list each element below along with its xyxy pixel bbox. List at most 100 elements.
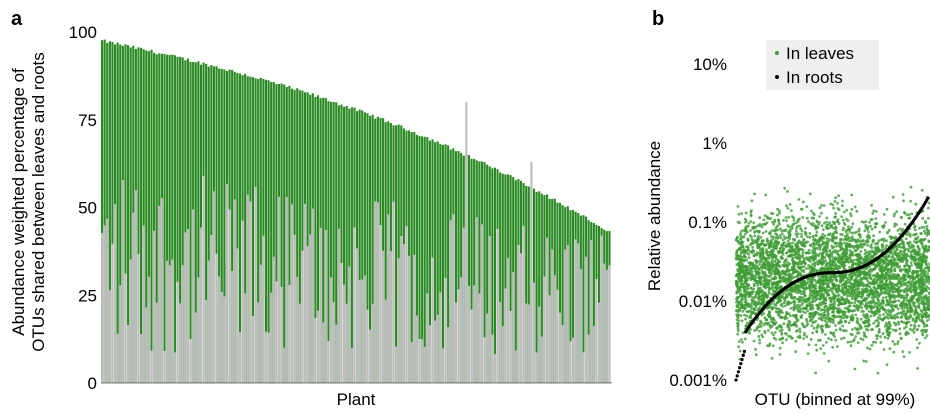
leaves-point [845,237,848,241]
leaves-point [778,211,781,215]
leaves-point [888,268,892,272]
leaves-point [830,289,834,293]
bar-grey [473,285,476,383]
leaves-point [745,321,749,325]
leaves-point [736,304,740,308]
leaves-point [831,345,834,349]
leaves-point [888,277,892,281]
bar-shared [540,193,543,383]
leaves-point [888,347,892,351]
leaves-point [921,331,924,335]
leaves-point [753,301,756,305]
leaves-point [800,232,803,236]
leaves-point [804,227,807,230]
leaves-point [903,211,906,215]
leaves-point [925,319,929,322]
bar-grey [436,314,439,383]
leaves-point [739,314,743,317]
leaves-point [926,275,930,279]
leaves-point [795,315,798,319]
bar-grey [173,352,176,383]
leaves-point [816,262,820,266]
bar-grey [342,284,346,383]
leaves-point [842,253,846,257]
leaves-point [855,209,859,213]
leaves-point [916,297,920,300]
leaves-point [743,286,746,290]
leaves-point [859,326,863,330]
leaves-point [859,296,863,299]
leaves-point [742,228,746,232]
bar-shared [301,90,304,383]
leaves-point [927,287,930,290]
leaves-point [882,213,886,216]
leaves-point [885,315,888,319]
bar-shared [548,198,551,383]
leaves-point [829,299,833,303]
bar-shared [106,43,109,383]
leaves-point [870,269,874,273]
leaves-point [846,294,849,298]
leaves-point [879,264,883,268]
leaves-point [805,257,809,261]
leaves-point [911,274,915,277]
leaves-point [762,298,766,302]
leaves-point [778,260,782,264]
leaves-point [811,251,815,255]
leaves-point [815,329,819,333]
leaves-point [772,322,775,325]
bar-grey [514,350,517,383]
leaves-point [763,285,767,288]
leaves-point [780,276,784,280]
leaves-point [867,235,871,238]
leaves-point [907,213,911,217]
leaves-point [792,269,795,273]
leaves-point [924,259,928,263]
leaves-point [815,348,819,352]
leaves-point [803,311,807,315]
leaves-point [834,212,837,215]
leaves-point [776,224,779,228]
leaves-point [791,272,795,275]
leaves-point [904,256,907,260]
leaves-point [813,299,817,303]
leaves-point [906,248,910,251]
leaves-point [922,282,926,286]
leaves-point [802,265,806,268]
leaves-point [884,263,888,267]
leaves-point [878,230,882,234]
leaves-point [738,349,742,353]
bar-grey [337,228,340,383]
leaves-point [842,238,845,242]
bar-grey [215,253,218,383]
bar-grey [290,204,294,383]
leaves-point [796,262,800,266]
leaves-point [900,252,904,256]
bar-grey [202,175,205,383]
bar-shared [457,151,460,383]
bar-grey [236,248,239,383]
bar-grey [460,277,463,383]
leaves-point [857,229,861,233]
roots-point [739,362,743,366]
bar-shared [358,109,361,383]
leaves-point [874,319,877,323]
leaves-point [796,246,799,249]
leaves-point [838,261,841,265]
leaves-point [811,235,815,239]
leaves-point [850,207,854,211]
leaves-point [885,239,888,243]
leaves-point [889,271,893,274]
leaves-point [900,301,903,304]
leaves-point [818,252,822,256]
bar-shared [119,44,122,383]
leaves-point [776,313,780,317]
bar-grey [251,315,255,383]
bar-grey [470,309,473,383]
leaves-point [883,335,887,339]
leaves-point [831,297,835,301]
leaves-point [875,305,879,309]
leaves-point [753,234,757,238]
bar-grey [228,209,231,383]
leaves-point [741,255,745,259]
